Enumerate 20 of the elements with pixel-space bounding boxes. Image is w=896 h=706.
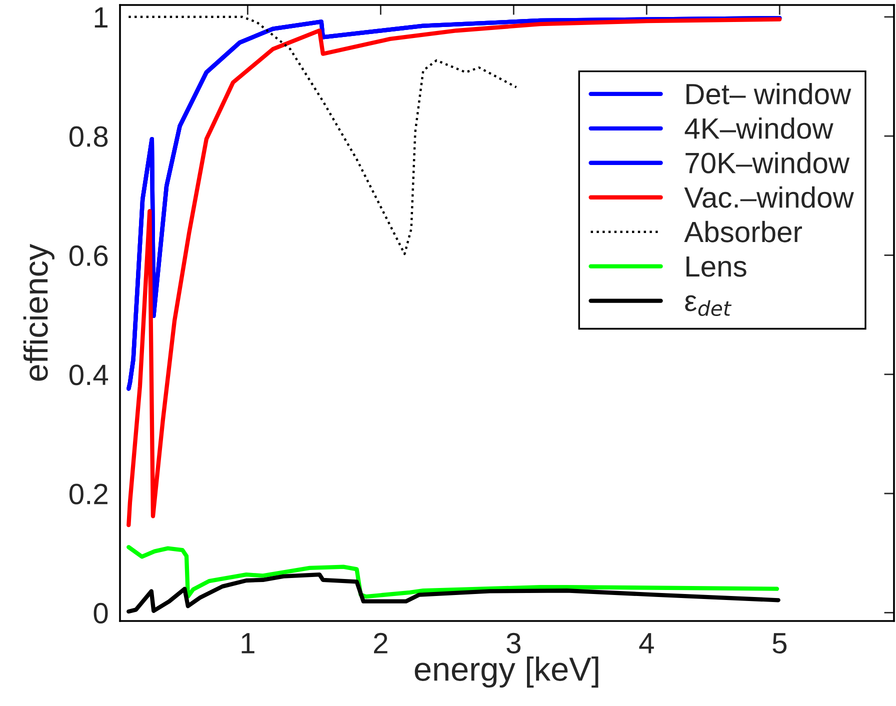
y-tick-label: 0.4 <box>69 364 108 386</box>
legend-label: Absorber <box>684 220 802 242</box>
x-tick-label: 5 <box>772 633 787 654</box>
x-tick-label: 1 <box>242 633 254 654</box>
legend-label: Lens <box>686 256 746 277</box>
legend-label: 70K–window <box>686 152 850 174</box>
y-tick-label: 0.8 <box>69 126 108 147</box>
x-axis-title: energy [keV] <box>414 656 598 688</box>
y-tick-label: 1 <box>94 7 108 28</box>
y-tick-label: 0.6 <box>69 245 108 266</box>
y-tick-label: 0 <box>94 602 108 624</box>
y-axis-title: efficiency <box>23 244 54 381</box>
x-tick-label: 2 <box>374 632 388 654</box>
x-tick-label: 4 <box>639 633 654 654</box>
legend-label: Vac.–window <box>684 186 854 208</box>
x-tick-label: 3 <box>506 632 520 654</box>
legend-label: Det– window <box>686 82 852 104</box>
legend-label: ε$_{det}$ <box>685 295 732 316</box>
legend-label: 4K–window <box>684 117 834 139</box>
y-tick-label: 0.2 <box>69 484 108 504</box>
